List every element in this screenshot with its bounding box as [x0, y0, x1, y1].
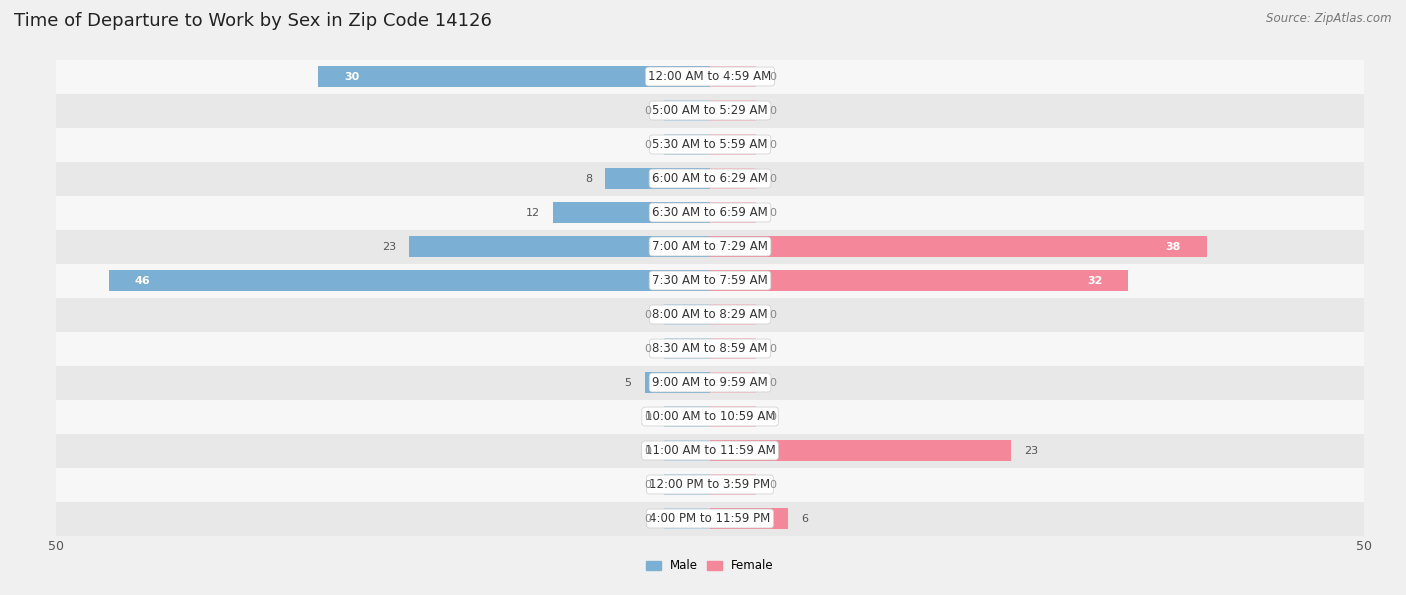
Bar: [710, 304, 756, 325]
Text: 0: 0: [769, 71, 776, 82]
Bar: [56, 93, 1364, 127]
Text: 6:30 AM to 6:59 AM: 6:30 AM to 6:59 AM: [652, 206, 768, 219]
Text: 23: 23: [1024, 446, 1038, 456]
Text: 0: 0: [644, 139, 651, 149]
Bar: [664, 338, 710, 359]
Text: 6: 6: [801, 513, 808, 524]
Text: 0: 0: [769, 309, 776, 320]
Bar: [664, 236, 710, 257]
Bar: [710, 508, 789, 529]
Text: 12:00 PM to 3:59 PM: 12:00 PM to 3:59 PM: [650, 478, 770, 491]
Bar: [664, 270, 710, 291]
Bar: [56, 399, 1364, 434]
Bar: [56, 331, 1364, 365]
Bar: [710, 134, 756, 155]
Bar: [710, 66, 756, 87]
Text: 6:00 AM to 6:29 AM: 6:00 AM to 6:29 AM: [652, 172, 768, 185]
Text: 0: 0: [769, 412, 776, 421]
Bar: [710, 338, 756, 359]
Text: 0: 0: [769, 105, 776, 115]
Text: 10:00 AM to 10:59 AM: 10:00 AM to 10:59 AM: [645, 410, 775, 423]
Text: Source: ZipAtlas.com: Source: ZipAtlas.com: [1267, 12, 1392, 25]
Text: 0: 0: [644, 343, 651, 353]
Text: 0: 0: [644, 309, 651, 320]
Text: 5:30 AM to 5:59 AM: 5:30 AM to 5:59 AM: [652, 138, 768, 151]
Bar: [664, 168, 710, 189]
Bar: [710, 372, 756, 393]
Bar: [664, 100, 710, 121]
Text: 5: 5: [624, 377, 631, 387]
Text: 0: 0: [769, 208, 776, 218]
Text: 0: 0: [769, 139, 776, 149]
Text: 0: 0: [769, 343, 776, 353]
Text: 0: 0: [769, 377, 776, 387]
Bar: [664, 474, 710, 495]
Bar: [664, 372, 710, 393]
Text: 0: 0: [769, 174, 776, 183]
Text: 23: 23: [382, 242, 396, 252]
Text: 46: 46: [135, 275, 150, 286]
Bar: [710, 508, 756, 529]
Bar: [710, 406, 756, 427]
Bar: [664, 440, 710, 461]
Text: 0: 0: [644, 105, 651, 115]
Bar: [710, 168, 756, 189]
Bar: [606, 168, 710, 189]
Bar: [56, 298, 1364, 331]
Bar: [710, 440, 1011, 461]
Bar: [710, 270, 756, 291]
Bar: [56, 196, 1364, 230]
Legend: Male, Female: Male, Female: [641, 555, 779, 577]
Bar: [710, 236, 1206, 257]
Text: 38: 38: [1166, 242, 1181, 252]
Text: 9:00 AM to 9:59 AM: 9:00 AM to 9:59 AM: [652, 376, 768, 389]
Text: 32: 32: [1087, 275, 1102, 286]
Text: 12: 12: [526, 208, 540, 218]
Bar: [56, 365, 1364, 399]
Text: 0: 0: [769, 480, 776, 490]
Text: 30: 30: [344, 71, 359, 82]
Bar: [56, 127, 1364, 161]
Bar: [318, 66, 710, 87]
Text: 0: 0: [644, 513, 651, 524]
Bar: [56, 502, 1364, 536]
Bar: [56, 60, 1364, 93]
Text: 8:30 AM to 8:59 AM: 8:30 AM to 8:59 AM: [652, 342, 768, 355]
Text: 8: 8: [585, 174, 592, 183]
Bar: [664, 508, 710, 529]
Text: 8:00 AM to 8:29 AM: 8:00 AM to 8:29 AM: [652, 308, 768, 321]
Bar: [56, 434, 1364, 468]
Text: 7:30 AM to 7:59 AM: 7:30 AM to 7:59 AM: [652, 274, 768, 287]
Text: 12:00 AM to 4:59 AM: 12:00 AM to 4:59 AM: [648, 70, 772, 83]
Bar: [56, 230, 1364, 264]
Bar: [56, 161, 1364, 196]
Text: Time of Departure to Work by Sex in Zip Code 14126: Time of Departure to Work by Sex in Zip …: [14, 12, 492, 30]
Bar: [56, 264, 1364, 298]
Bar: [664, 202, 710, 223]
Bar: [664, 134, 710, 155]
Bar: [710, 236, 756, 257]
Bar: [664, 406, 710, 427]
Bar: [710, 440, 756, 461]
Text: 0: 0: [644, 480, 651, 490]
Bar: [710, 270, 1129, 291]
Bar: [108, 270, 710, 291]
Text: 4:00 PM to 11:59 PM: 4:00 PM to 11:59 PM: [650, 512, 770, 525]
Bar: [710, 100, 756, 121]
Bar: [553, 202, 710, 223]
Bar: [710, 474, 756, 495]
Bar: [409, 236, 710, 257]
Bar: [710, 202, 756, 223]
Text: 7:00 AM to 7:29 AM: 7:00 AM to 7:29 AM: [652, 240, 768, 253]
Bar: [644, 372, 710, 393]
Bar: [664, 66, 710, 87]
Text: 5:00 AM to 5:29 AM: 5:00 AM to 5:29 AM: [652, 104, 768, 117]
Bar: [664, 304, 710, 325]
Bar: [56, 468, 1364, 502]
Text: 0: 0: [644, 446, 651, 456]
Text: 11:00 AM to 11:59 AM: 11:00 AM to 11:59 AM: [645, 444, 775, 457]
Text: 0: 0: [644, 412, 651, 421]
